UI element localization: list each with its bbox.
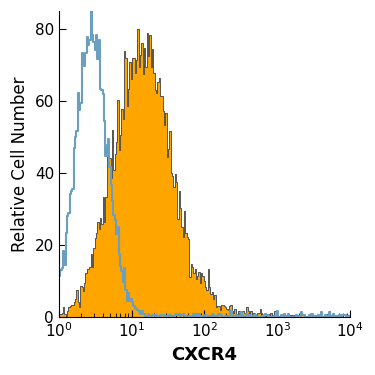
X-axis label: CXCR4: CXCR4	[171, 346, 237, 364]
Y-axis label: Relative Cell Number: Relative Cell Number	[11, 76, 29, 252]
